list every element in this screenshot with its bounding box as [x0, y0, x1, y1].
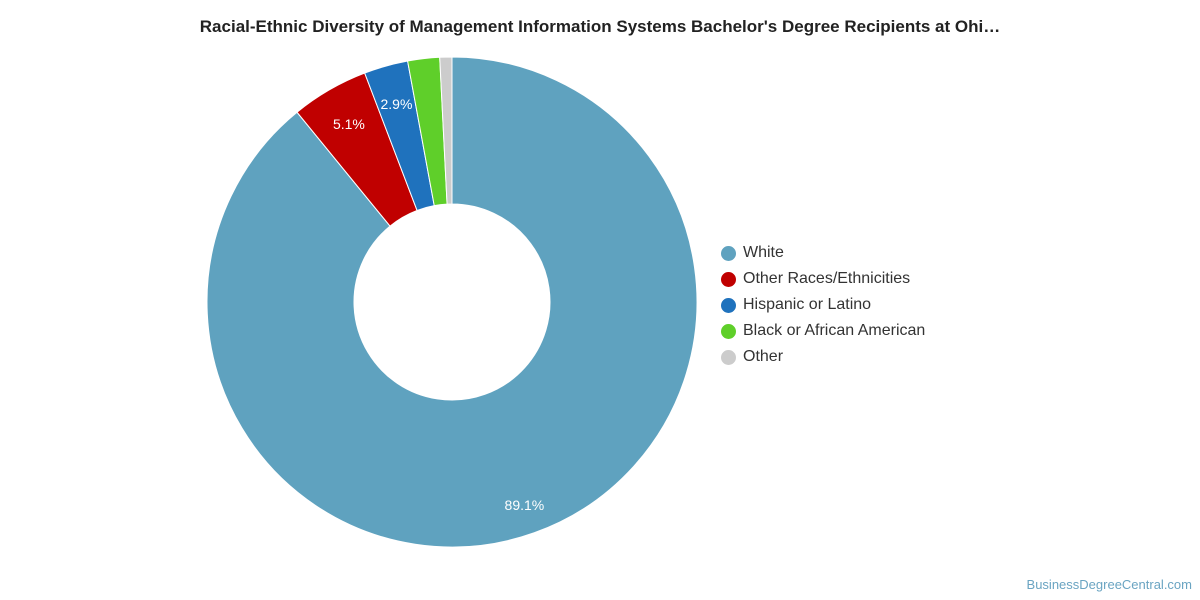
legend-swatch: [721, 271, 736, 287]
slice-label-white: 89.1%: [505, 497, 545, 513]
legend-swatch: [721, 323, 736, 339]
chart-title: Racial-Ethnic Diversity of Management In…: [199, 17, 1001, 36]
legend-item-other[interactable]: Other: [721, 344, 925, 370]
legend-swatch: [721, 297, 736, 313]
slice-other[interactable]: [439, 56, 453, 205]
legend-swatch: [721, 245, 736, 261]
legend-item-black-or-african-american[interactable]: Black or African American: [721, 318, 925, 344]
legend-item-hispanic-or-latino[interactable]: Hispanic or Latino: [721, 292, 925, 318]
slice-label-other-races-ethnicities: 5.1%: [333, 116, 365, 132]
legend-item-white[interactable]: White: [721, 240, 925, 266]
legend-label: Other Races/Ethnicities: [743, 270, 911, 287]
slice-label-hispanic-or-latino: 2.9%: [380, 96, 412, 112]
slice-white[interactable]: [206, 56, 698, 548]
legend-label: White: [743, 244, 784, 261]
legend-label: Hispanic or Latino: [743, 296, 872, 313]
legend-swatch: [721, 349, 736, 365]
legend-item-other-races-ethnicities[interactable]: Other Races/Ethnicities: [721, 266, 925, 292]
legend-label: Black or African American: [743, 322, 926, 339]
legend: White Other Races/Ethnicities Hispanic or …: [721, 240, 925, 370]
legend-label: Other: [743, 348, 784, 365]
source-credit[interactable]: BusinessDegreeCentral.com: [1026, 577, 1192, 592]
